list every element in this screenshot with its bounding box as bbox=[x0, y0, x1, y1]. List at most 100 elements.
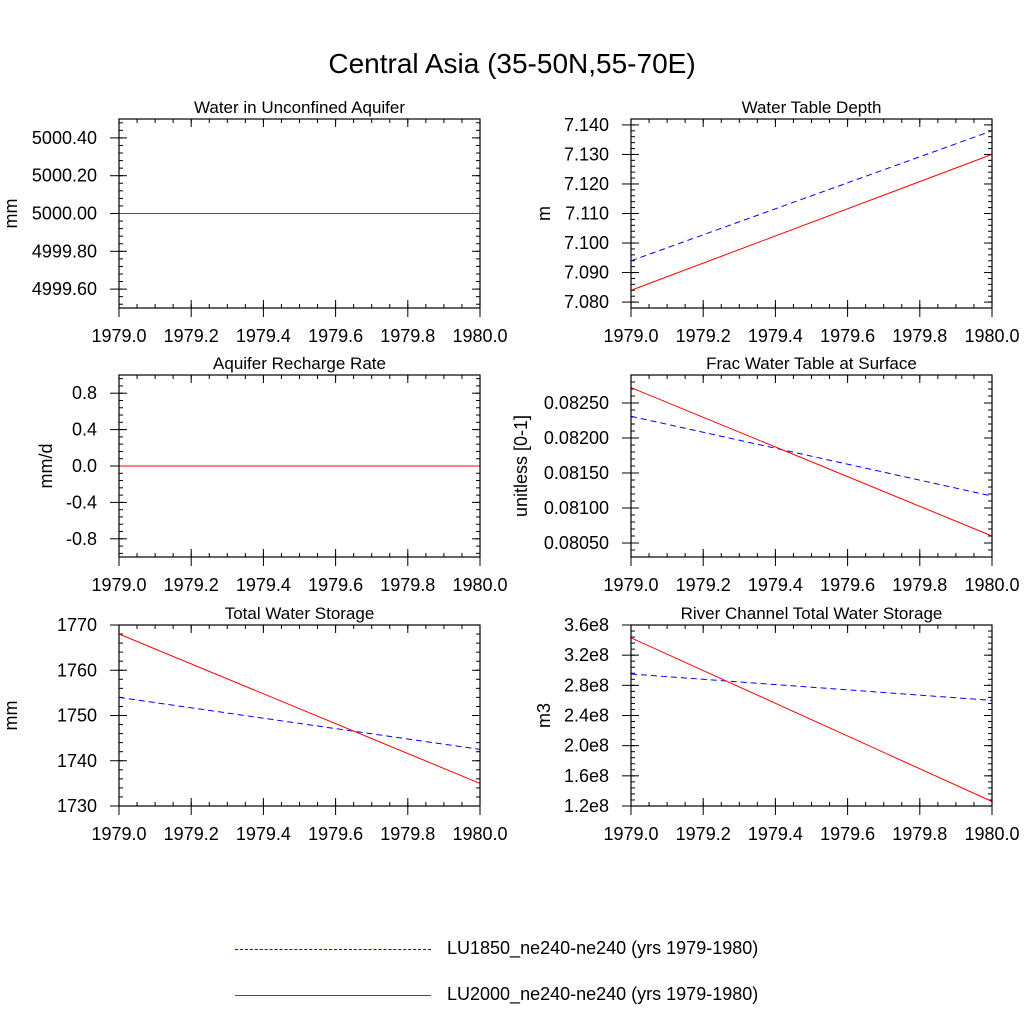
y-tick-label: 5000.20 bbox=[32, 166, 97, 186]
x-tick-label: 1979.0 bbox=[91, 326, 146, 346]
y-axis-label: mm bbox=[1, 701, 21, 731]
x-tick-label: 1980.0 bbox=[452, 575, 507, 595]
series-line-lu1850 bbox=[630, 415, 993, 497]
legend-label-lu2000: LU2000_ne240-ne240 (yrs 1979-1980) bbox=[447, 984, 759, 1004]
x-tick-label: 1979.8 bbox=[892, 575, 947, 595]
x-tick-label: 1979.4 bbox=[236, 824, 291, 844]
chart-panel-4: 1979.0 1979.2 1979.4 1979.6 1979.8 1980.0 0.08… bbox=[511, 354, 1020, 595]
chart-panel-1: 1979.0 1979.2 1979.4 1979.6 1979.8 1980.0 4999… bbox=[1, 98, 508, 346]
x-tick-label: 1979.4 bbox=[748, 575, 803, 595]
y-tick-label: 1740 bbox=[57, 751, 97, 771]
chart-title: Frac Water Table at Surface bbox=[706, 354, 917, 373]
y-tick-label: 4999.60 bbox=[32, 279, 97, 299]
y-tick-label: 1.6e8 bbox=[564, 766, 609, 786]
chart-title: Water in Unconfined Aquifer bbox=[194, 98, 405, 117]
x-tick-label: 1980.0 bbox=[964, 575, 1019, 595]
x-tick-label: 1980.0 bbox=[964, 326, 1019, 346]
legend-swatch-lu1850 bbox=[235, 949, 431, 950]
series-line-lu1850 bbox=[630, 130, 993, 262]
y-tick-label: 1770 bbox=[57, 615, 97, 635]
y-tick-label: 1750 bbox=[57, 706, 97, 726]
y-axis-label: mm bbox=[1, 199, 21, 229]
y-axis-label: m3 bbox=[534, 703, 554, 728]
x-tick-label: 1979.8 bbox=[380, 824, 435, 844]
y-tick-label: 5000.00 bbox=[32, 204, 97, 224]
chart-panel-2: 1979.0 1979.2 1979.4 1979.6 1979.8 1980.0 7.08… bbox=[534, 98, 1020, 346]
y-tick-label: 2.4e8 bbox=[564, 706, 609, 726]
x-tick-label: 1979.4 bbox=[748, 326, 803, 346]
series-line-lu2000 bbox=[630, 387, 993, 537]
y-tick-label: 7.080 bbox=[564, 292, 609, 312]
x-tick-label: 1979.0 bbox=[603, 575, 658, 595]
y-axis-label: m bbox=[534, 206, 554, 221]
y-tick-label: 1760 bbox=[57, 660, 97, 680]
x-tick-label: 1979.2 bbox=[164, 575, 219, 595]
x-tick-label: 1979.8 bbox=[380, 326, 435, 346]
y-tick-label: -0.4 bbox=[66, 492, 97, 512]
plot-frame bbox=[630, 118, 993, 309]
series-line-lu2000 bbox=[118, 633, 481, 784]
series-line-lu2000 bbox=[630, 153, 993, 291]
y-tick-label: 7.140 bbox=[564, 115, 609, 135]
x-tick-label: 1979.8 bbox=[380, 575, 435, 595]
x-tick-label: 1980.0 bbox=[452, 326, 507, 346]
x-tick-label: 1979.0 bbox=[91, 575, 146, 595]
y-tick-label: 0.8 bbox=[72, 383, 97, 403]
x-tick-label: 1979.6 bbox=[308, 824, 363, 844]
y-tick-label: 5000.40 bbox=[32, 128, 97, 148]
y-tick-label: 3.6e8 bbox=[564, 615, 609, 635]
y-tick-label: 7.130 bbox=[564, 144, 609, 164]
y-tick-label: -0.8 bbox=[66, 529, 97, 549]
plot-frame bbox=[118, 374, 481, 558]
plot-frame bbox=[118, 118, 481, 309]
x-tick-label: 1979.2 bbox=[676, 326, 731, 346]
x-tick-label: 1979.6 bbox=[820, 326, 875, 346]
x-tick-label: 1979.0 bbox=[603, 824, 658, 844]
x-tick-label: 1979.4 bbox=[236, 575, 291, 595]
y-tick-label: 0.08050 bbox=[544, 533, 609, 553]
x-tick-label: 1979.4 bbox=[236, 326, 291, 346]
chart-panel-3: 1979.0 1979.2 1979.4 1979.6 1979.8 1980.0 -0.8… bbox=[36, 354, 508, 595]
y-tick-label: 7.110 bbox=[565, 204, 609, 224]
y-tick-label: 1730 bbox=[57, 796, 97, 816]
chart-panel-6: 1979.0 1979.2 1979.4 1979.6 1979.8 1980.0 1.2e… bbox=[534, 604, 1020, 844]
x-tick-label: 1979.2 bbox=[676, 575, 731, 595]
y-axis-label: unitless [0-1] bbox=[511, 415, 531, 517]
page-title: Central Asia (35-50N,55-70E) bbox=[328, 48, 696, 79]
y-tick-label: 2.8e8 bbox=[564, 675, 609, 695]
legend-swatch-lu2000 bbox=[235, 995, 431, 996]
y-tick-label: 1.2e8 bbox=[564, 796, 609, 816]
y-tick-label: 0.08150 bbox=[544, 463, 609, 483]
x-tick-label: 1979.2 bbox=[164, 326, 219, 346]
y-tick-label: 0.08200 bbox=[544, 428, 609, 448]
legend-label-lu1850: LU1850_ne240-ne240 (yrs 1979-1980) bbox=[447, 938, 759, 958]
plot-frame bbox=[630, 624, 993, 807]
x-tick-label: 1979.8 bbox=[892, 824, 947, 844]
series-line-lu2000 bbox=[630, 637, 993, 802]
y-tick-label: 2.0e8 bbox=[564, 736, 609, 756]
y-axis-label: mm/d bbox=[36, 444, 56, 489]
y-tick-label: 7.100 bbox=[564, 233, 609, 253]
y-tick-label: 0.08100 bbox=[544, 498, 609, 518]
x-tick-label: 1980.0 bbox=[452, 824, 507, 844]
chart-title: Aquifer Recharge Rate bbox=[213, 354, 386, 373]
x-tick-label: 1979.0 bbox=[91, 824, 146, 844]
x-tick-label: 1979.8 bbox=[892, 326, 947, 346]
x-tick-label: 1980.0 bbox=[964, 824, 1019, 844]
x-tick-label: 1979.6 bbox=[308, 575, 363, 595]
plot-frame bbox=[630, 374, 993, 558]
y-tick-label: 0.08250 bbox=[544, 393, 609, 413]
x-tick-label: 1979.6 bbox=[820, 575, 875, 595]
y-tick-label: 7.120 bbox=[564, 174, 609, 194]
x-tick-label: 1979.6 bbox=[308, 326, 363, 346]
chart-panel-5: 1979.0 1979.2 1979.4 1979.6 1979.8 1980.0 1730… bbox=[1, 604, 508, 844]
x-tick-label: 1979.2 bbox=[164, 824, 219, 844]
y-tick-label: 3.2e8 bbox=[564, 645, 609, 665]
x-tick-label: 1979.2 bbox=[676, 824, 731, 844]
series-line-lu1850 bbox=[630, 673, 993, 701]
y-tick-label: 7.090 bbox=[564, 263, 609, 283]
y-tick-label: 4999.80 bbox=[32, 241, 97, 261]
y-tick-label: 0.0 bbox=[72, 456, 97, 476]
x-tick-label: 1979.6 bbox=[820, 824, 875, 844]
